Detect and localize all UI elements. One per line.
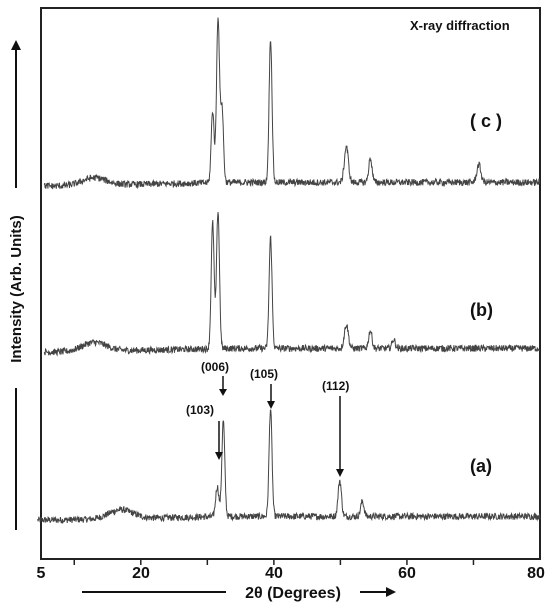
y-axis-title: Intensity (Arb. Units): [8, 215, 25, 363]
annotation-arrowhead: [267, 401, 275, 409]
x-tick-label-60: 60: [398, 565, 416, 582]
x-axis-title: 2θ (Degrees): [245, 585, 341, 602]
plot-frame: [40, 7, 541, 560]
x-tick-label-80: 80: [527, 565, 545, 582]
curve-label-b: (b): [470, 300, 493, 320]
series-line-c: [43, 17, 541, 190]
annotation-105: (105): [250, 367, 278, 409]
x-axis-title-group: 2θ (Degrees): [82, 580, 396, 602]
series-curves: [37, 17, 541, 525]
x-tick-label-20: 20: [132, 565, 150, 582]
annotation-112: (112): [322, 379, 349, 477]
x-axis-arrowhead: [386, 587, 396, 597]
x-tick-label-5: 5: [37, 565, 46, 582]
y-axis-arrowhead: [11, 40, 21, 50]
annotation-arrowhead: [219, 389, 227, 396]
annotation-006: (006): [201, 360, 229, 396]
series-line-b: [43, 212, 541, 357]
annotation-label: (112): [322, 379, 349, 393]
annotation-label: (105): [250, 367, 278, 381]
x-axis-title-bg: [226, 580, 360, 602]
annotation-103: (103): [186, 403, 223, 460]
x-tick-label-40: 40: [265, 565, 283, 582]
curve-label-c: ( c ): [470, 111, 502, 131]
annotation-label: (006): [201, 360, 229, 374]
y-axis-title-bg: [6, 188, 26, 388]
series-line-a: [37, 409, 541, 525]
annotation-arrowhead: [336, 469, 344, 477]
annotation-label: (103): [186, 403, 214, 417]
curve-label-a: (a): [470, 456, 492, 476]
y-axis-title-group: Intensity (Arb. Units): [6, 40, 26, 530]
chart-title: X-ray diffraction: [410, 18, 510, 33]
annotation-arrowhead: [215, 452, 223, 460]
x-axis-ticks: [73, 559, 475, 565]
